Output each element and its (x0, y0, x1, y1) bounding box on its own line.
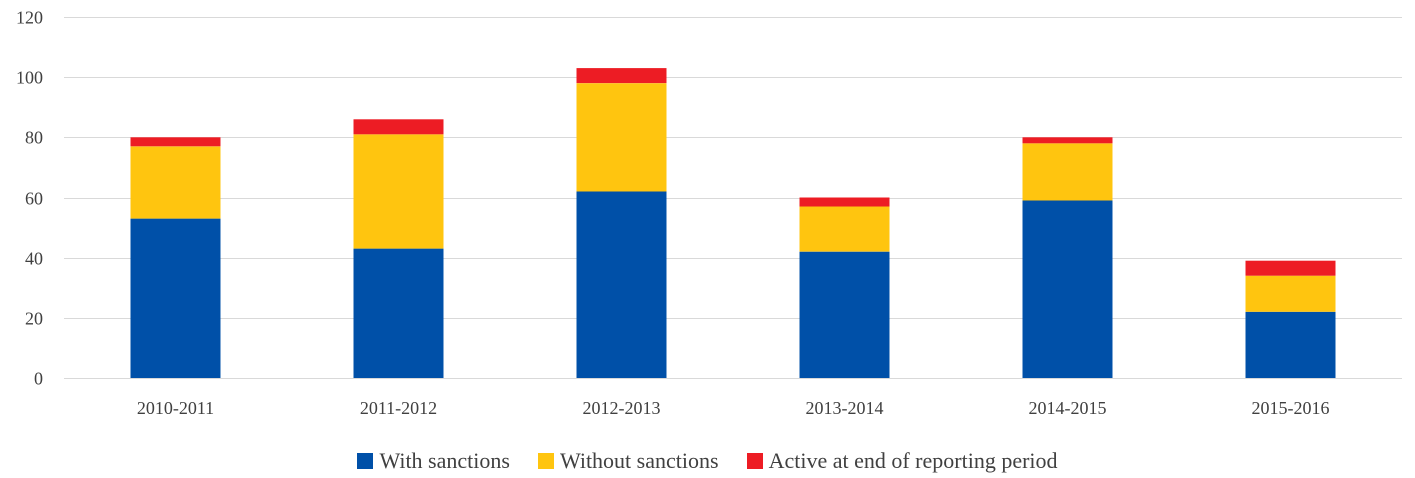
legend-item-active-at-end: Active at end of reporting period (746, 448, 1058, 474)
y-tick-label: 100 (16, 68, 43, 88)
bar-segment-2010-2011-series-2 (130, 137, 221, 147)
legend-item-with-sanctions: With sanctions (357, 448, 510, 474)
gridlines (64, 17, 1402, 379)
bar-segment-2015-2016-series-0 (1245, 311, 1336, 378)
y-tick-label: 60 (25, 189, 43, 209)
chart-canvas: 0 20 40 60 80 100 120 2010-2011 2011-2012 2012-2… (16, 8, 1402, 418)
legend-swatch-active-at-end (746, 453, 763, 469)
y-tick-label: 80 (25, 128, 43, 148)
x-tick-label: 2014-2015 (1029, 398, 1107, 418)
legend-label-without-sanctions: Without sanctions (559, 448, 719, 473)
y-tick-label: 20 (25, 309, 43, 329)
x-tick-label: 2015-2016 (1252, 398, 1330, 418)
bar-segment-2013-2014-series-0 (799, 251, 890, 378)
x-tick-label: 2010-2011 (137, 398, 214, 418)
bar-segment-2015-2016-series-2 (1245, 260, 1336, 276)
bar-segment-2011-2012-series-1 (353, 134, 444, 249)
y-axis-ticks: 0 20 40 60 80 100 120 (16, 8, 43, 389)
bar-segment-2011-2012-series-2 (353, 119, 444, 135)
bars (130, 68, 1336, 378)
y-tick-label: 40 (25, 249, 43, 269)
bar-segment-2014-2015-series-1 (1022, 143, 1113, 201)
y-tick-label: 0 (34, 369, 43, 389)
x-axis-ticks: 2010-2011 2011-2012 2012-2013 2013-2014 2014… (137, 398, 1330, 418)
legend-label-active-at-end: Active at end of reporting period (768, 448, 1058, 473)
legend-swatch-with-sanctions (357, 453, 374, 469)
bar-segment-2013-2014-series-1 (799, 206, 890, 252)
bar-segment-2011-2012-series-0 (353, 248, 444, 378)
bar-segment-2010-2011-series-1 (130, 146, 221, 219)
x-tick-label: 2011-2012 (360, 398, 437, 418)
bar-segment-2012-2013-series-2 (576, 68, 667, 84)
bar-segment-2012-2013-series-1 (576, 83, 667, 192)
bar-segment-2015-2016-series-1 (1245, 275, 1336, 312)
bar-segment-2010-2011-series-0 (130, 218, 221, 378)
legend-label-with-sanctions: With sanctions (379, 448, 510, 473)
legend-swatch-without-sanctions (537, 453, 554, 469)
x-tick-label: 2012-2013 (583, 398, 661, 418)
legend-item-without-sanctions: Without sanctions (537, 448, 719, 474)
bar-segment-2012-2013-series-0 (576, 191, 667, 378)
y-tick-label: 120 (16, 8, 43, 28)
legend: With sanctions Without sanctions Active … (0, 448, 1415, 474)
bar-segment-2013-2014-series-2 (799, 197, 890, 207)
bar-segment-2014-2015-series-0 (1022, 200, 1113, 378)
bar-segment-2014-2015-series-2 (1022, 137, 1113, 144)
x-tick-label: 2013-2014 (806, 398, 884, 418)
